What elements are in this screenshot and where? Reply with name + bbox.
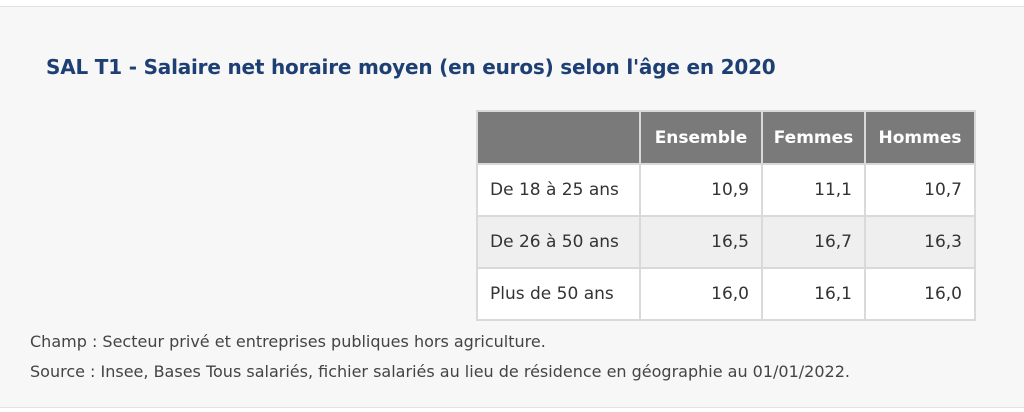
salary-table: Ensemble Femmes Hommes De 18 à 25 ans 10… (476, 110, 976, 321)
table-row: De 18 à 25 ans 10,9 11,1 10,7 (476, 163, 976, 217)
table-notes: Champ : Secteur privé et entreprises pub… (30, 327, 850, 387)
table-row: De 26 à 50 ans 16,5 16,7 16,3 (476, 215, 976, 269)
row-label: De 26 à 50 ans (476, 215, 641, 269)
row-label: Plus de 50 ans (476, 267, 641, 321)
cell-hommes: 10,7 (864, 163, 976, 217)
table-header-row: Ensemble Femmes Hommes (476, 110, 976, 165)
champ-note: Champ : Secteur privé et entreprises pub… (30, 332, 546, 351)
table-row: Plus de 50 ans 16,0 16,1 16,0 (476, 267, 976, 321)
header-ensemble: Ensemble (639, 110, 763, 165)
header-empty-cell (476, 110, 641, 165)
cell-femmes: 11,1 (761, 163, 866, 217)
cell-ensemble: 16,0 (639, 267, 763, 321)
cell-ensemble: 10,9 (639, 163, 763, 217)
cell-femmes: 16,7 (761, 215, 866, 269)
header-femmes: Femmes (761, 110, 866, 165)
content-panel: SAL T1 - Salaire net horaire moyen (en e… (0, 6, 1024, 408)
header-hommes: Hommes (864, 110, 976, 165)
source-note: Source : Insee, Bases Tous salariés, fic… (30, 362, 850, 381)
cell-ensemble: 16,5 (639, 215, 763, 269)
cell-hommes: 16,3 (864, 215, 976, 269)
cell-hommes: 16,0 (864, 267, 976, 321)
row-label: De 18 à 25 ans (476, 163, 641, 217)
table-title: SAL T1 - Salaire net horaire moyen (en e… (46, 55, 776, 79)
cell-femmes: 16,1 (761, 267, 866, 321)
